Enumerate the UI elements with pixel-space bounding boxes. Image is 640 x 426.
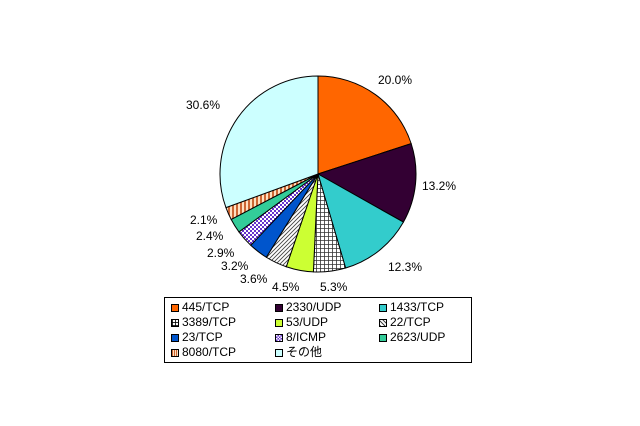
legend-label: 53/UDP [286,315,329,329]
pie-labels: 20.0% 13.2% 12.3% 5.3% 4.5% 3.6%3.2%2.9% 2.4% 2… [186,73,456,294]
legend-item: 2330/UDP [275,300,379,315]
legend-label: その他 [286,345,323,359]
legend-label: 445/TCP [182,300,230,314]
legend-item: その他 [275,345,379,360]
legend-label: 8/ICMP [286,330,327,344]
legend-swatch [171,333,179,342]
legend-item: 1433/TCP [379,300,475,315]
legend-label: 8080/TCP [182,345,237,359]
pie-slice [316,142,417,223]
slice-percent-label: 2.9% [207,246,235,260]
legend-swatch [275,318,283,327]
legend-swatch [171,303,179,312]
legend-swatch [275,303,283,312]
pie-slice [317,75,412,175]
legend-label: 2623/UDP [390,330,446,344]
slice-percent-label: 30.6% [186,98,220,112]
legend-swatch [171,318,179,327]
slice-percent-label: 13.2% [422,179,456,193]
legend-item: 2623/UDP [379,330,475,345]
slice-percent-label: 3.2% [221,259,249,273]
slice-percent-label: 5.3% [320,280,348,294]
slice-percent-label: 12.3% [388,260,422,274]
legend-label: 2330/UDP [286,300,342,314]
legend-swatch [275,333,283,342]
slice-percent-label: 3.6% [240,272,268,286]
legend-label: 23/TCP [182,330,223,344]
slice-percent-label: 2.1% [190,213,218,227]
slice-percent-label: 4.5% [272,280,300,294]
slice-percent-label: 2.4% [196,229,224,243]
pie-slice [317,172,405,269]
legend-item: 23/TCP [171,330,275,345]
legend-item: 22/TCP [379,315,475,330]
legend-item: 445/TCP [171,300,275,315]
legend-swatch [379,333,387,342]
legend-item: 8080/TCP [171,345,275,360]
pie-slice [219,75,319,209]
pie-slices [219,75,417,273]
legend-swatch [379,303,387,312]
legend-label: 3389/TCP [182,315,237,329]
slice-percent-label: 20.0% [378,73,412,87]
legend-item: 53/UDP [275,315,379,330]
legend-label: 1433/TCP [390,300,445,314]
legend-swatch [275,348,283,357]
legend-item: 8/ICMP [275,330,379,345]
legend-label: 22/TCP [390,315,431,329]
legend-item: 3389/TCP [171,315,275,330]
legend-swatch [171,348,179,357]
legend-swatch [379,318,387,327]
legend: 445/TCP 2330/UDP 1433/TCP 3389/TCP 53/UDP 22/… [164,297,472,363]
